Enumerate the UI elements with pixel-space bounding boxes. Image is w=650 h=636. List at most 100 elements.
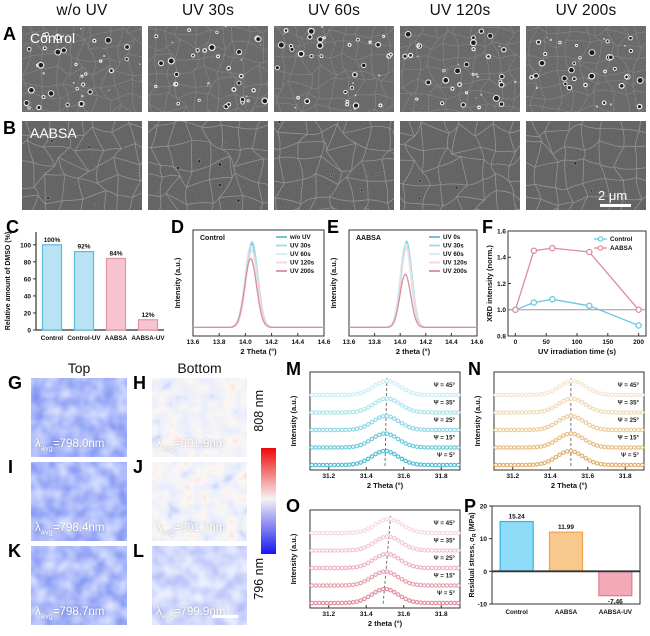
lambda-symbol: λ: [35, 438, 41, 450]
xrd-aabsa-peak-chart: 13.6 13.8 14.0 14.2 14.4 14.6 2 theta (°) Inten…: [328, 222, 484, 358]
svg-text:Ψ = 5°: Ψ = 5°: [437, 452, 455, 459]
lambda-value: =798.4nm: [52, 522, 105, 534]
column-header-uv30s: UV 30s: [181, 2, 235, 19]
svg-text:UV 0s: UV 0s: [443, 234, 461, 241]
column-header-uv60s: UV 60s: [307, 2, 361, 19]
svg-text:84%: 84%: [109, 250, 122, 257]
svg-text:60: 60: [24, 276, 32, 283]
panel-letter-i: I: [8, 457, 14, 477]
svg-text:200: 200: [633, 339, 644, 346]
svg-text:31.6: 31.6: [397, 611, 410, 618]
svg-text:UV 120s: UV 120s: [290, 260, 315, 267]
sem-image-control-uv200s: [526, 26, 646, 112]
svg-text:15.24: 15.24: [509, 514, 526, 521]
dmso-bar-chart: 0 20 40 60 80 100 100% Control 92% Control-UV 84% A…: [2, 224, 168, 356]
column-header-wo-uv: w/o UV: [56, 2, 108, 19]
panel-letter-a: A: [3, 24, 16, 44]
pl-map-i: [31, 462, 127, 541]
pl-map-texture: [152, 462, 247, 541]
scale-bar: [600, 204, 631, 207]
svg-text:-7.46: -7.46: [608, 599, 623, 606]
svg-text:50: 50: [543, 339, 551, 346]
sem-texture: [148, 121, 268, 210]
pl-map-texture: [31, 462, 127, 541]
chart-svg-E: 13.6 13.8 14.0 14.2 14.4 14.6 2 theta (°) Inten…: [329, 229, 484, 356]
svg-text:0: 0: [27, 328, 31, 335]
svg-text:13.6: 13.6: [343, 339, 356, 346]
svg-text:2 Theta (°): 2 Theta (°): [240, 347, 277, 356]
svg-text:UV irradiation time (s): UV irradiation time (s): [538, 347, 616, 356]
residual-stress-bar-chart: -10 0 10 20 15.24 Control 11.99 AABSA -7.46 AABSA…: [466, 502, 648, 628]
pl-map-g: [31, 378, 127, 457]
svg-text:11.99: 11.99: [558, 524, 574, 531]
svg-text:20: 20: [480, 504, 488, 511]
map-column-header-bottom: Bottom: [177, 360, 222, 376]
svg-text:13.8: 13.8: [213, 339, 226, 346]
panel-letter-l: L: [133, 541, 144, 561]
svg-text:Control: Control: [505, 609, 528, 616]
svg-text:31.2: 31.2: [322, 473, 335, 480]
svg-text:AABSA: AABSA: [356, 235, 381, 242]
lambda-value: =798.0nm: [52, 438, 105, 450]
sem-texture: [22, 121, 142, 210]
svg-text:2 theta (°): 2 theta (°): [368, 619, 403, 628]
sem-texture: [274, 121, 394, 210]
sem-texture: [526, 121, 646, 210]
svg-text:100: 100: [572, 339, 583, 346]
lambda-avg-label-g: λavg=798.0nm: [35, 438, 104, 452]
svg-text:1.2: 1.2: [497, 281, 506, 288]
sem-image-aabsa-wo-uv: [22, 121, 142, 210]
svg-text:0: 0: [483, 569, 487, 576]
svg-text:Ψ = 15°: Ψ = 15°: [434, 435, 456, 442]
map-column-header-top: Top: [67, 360, 91, 376]
lambda-value: =801.9nm: [173, 438, 226, 450]
panel-letter-e: E: [327, 217, 340, 237]
svg-text:Ψ = 25°: Ψ = 25°: [434, 417, 456, 424]
svg-text:14.4: 14.4: [291, 339, 304, 346]
psi-scan-aabsa-chart: 31.2 31.4 31.6 31.8 2 Theta (°) Intensity (a.…: [472, 364, 648, 496]
svg-text:Ψ = 15°: Ψ = 15°: [434, 573, 456, 580]
lambda-symbol: λ: [35, 522, 41, 534]
svg-text:14.6: 14.6: [471, 339, 484, 346]
svg-text:Intensity (a.u.): Intensity (a.u.): [289, 533, 298, 584]
lambda-subscript: avg: [161, 527, 174, 537]
panel-letter-p: P: [464, 496, 477, 516]
svg-text:0: 0: [514, 339, 518, 346]
scale-bar-label: 2 μm: [598, 188, 628, 203]
lambda-symbol: λ: [35, 606, 41, 618]
lambda-value: =801.7nm: [173, 522, 226, 534]
svg-text:Ψ = 35°: Ψ = 35°: [434, 400, 456, 407]
svg-text:14.2: 14.2: [419, 339, 432, 346]
svg-text:Ψ = 45°: Ψ = 45°: [434, 520, 456, 527]
sem-texture: [274, 26, 394, 112]
svg-text:31.4: 31.4: [544, 473, 557, 480]
svg-text:1.6: 1.6: [497, 228, 506, 235]
pl-map-l: [152, 546, 247, 625]
chart-svg-P: -10 0 10 20 15.24 Control 11.99 AABSA -7.46 AABSA…: [469, 504, 641, 616]
pl-map-j: [152, 462, 247, 541]
svg-text:100%: 100%: [44, 237, 61, 244]
svg-text:2 theta (°): 2 theta (°): [396, 347, 431, 356]
sem-image-aabsa-uv200s: [526, 121, 646, 210]
pl-map-texture: [31, 378, 127, 457]
pl-map-texture: [152, 546, 247, 625]
sem-image-aabsa-uv30s: [148, 121, 268, 210]
svg-text:31.6: 31.6: [397, 473, 410, 480]
svg-text:Ψ = 35°: Ψ = 35°: [618, 400, 640, 407]
svg-text:2 Theta (°): 2 Theta (°): [551, 481, 588, 490]
svg-text:UV 200s: UV 200s: [290, 268, 315, 275]
lambda-subscript: avg: [40, 611, 53, 621]
svg-text:Residual stress, σR (MPa): Residual stress, σR (MPa): [469, 512, 478, 597]
svg-text:Ψ = 35°: Ψ = 35°: [434, 538, 456, 545]
pl-map-h: [152, 378, 247, 457]
panel-letter-f: F: [482, 217, 493, 237]
column-header-uv200s: UV 200s: [555, 2, 617, 19]
lambda-subscript: avg: [40, 527, 53, 537]
svg-text:10: 10: [480, 536, 488, 543]
sem-image-aabsa-uv60s: [274, 121, 394, 210]
lambda-avg-label-i: λavg=798.4nm: [35, 522, 104, 536]
svg-text:Control: Control: [610, 236, 633, 243]
svg-text:XRD intensity (norm.): XRD intensity (norm.): [485, 245, 494, 322]
svg-text:80: 80: [24, 259, 32, 266]
svg-text:AABSA: AABSA: [610, 245, 633, 252]
